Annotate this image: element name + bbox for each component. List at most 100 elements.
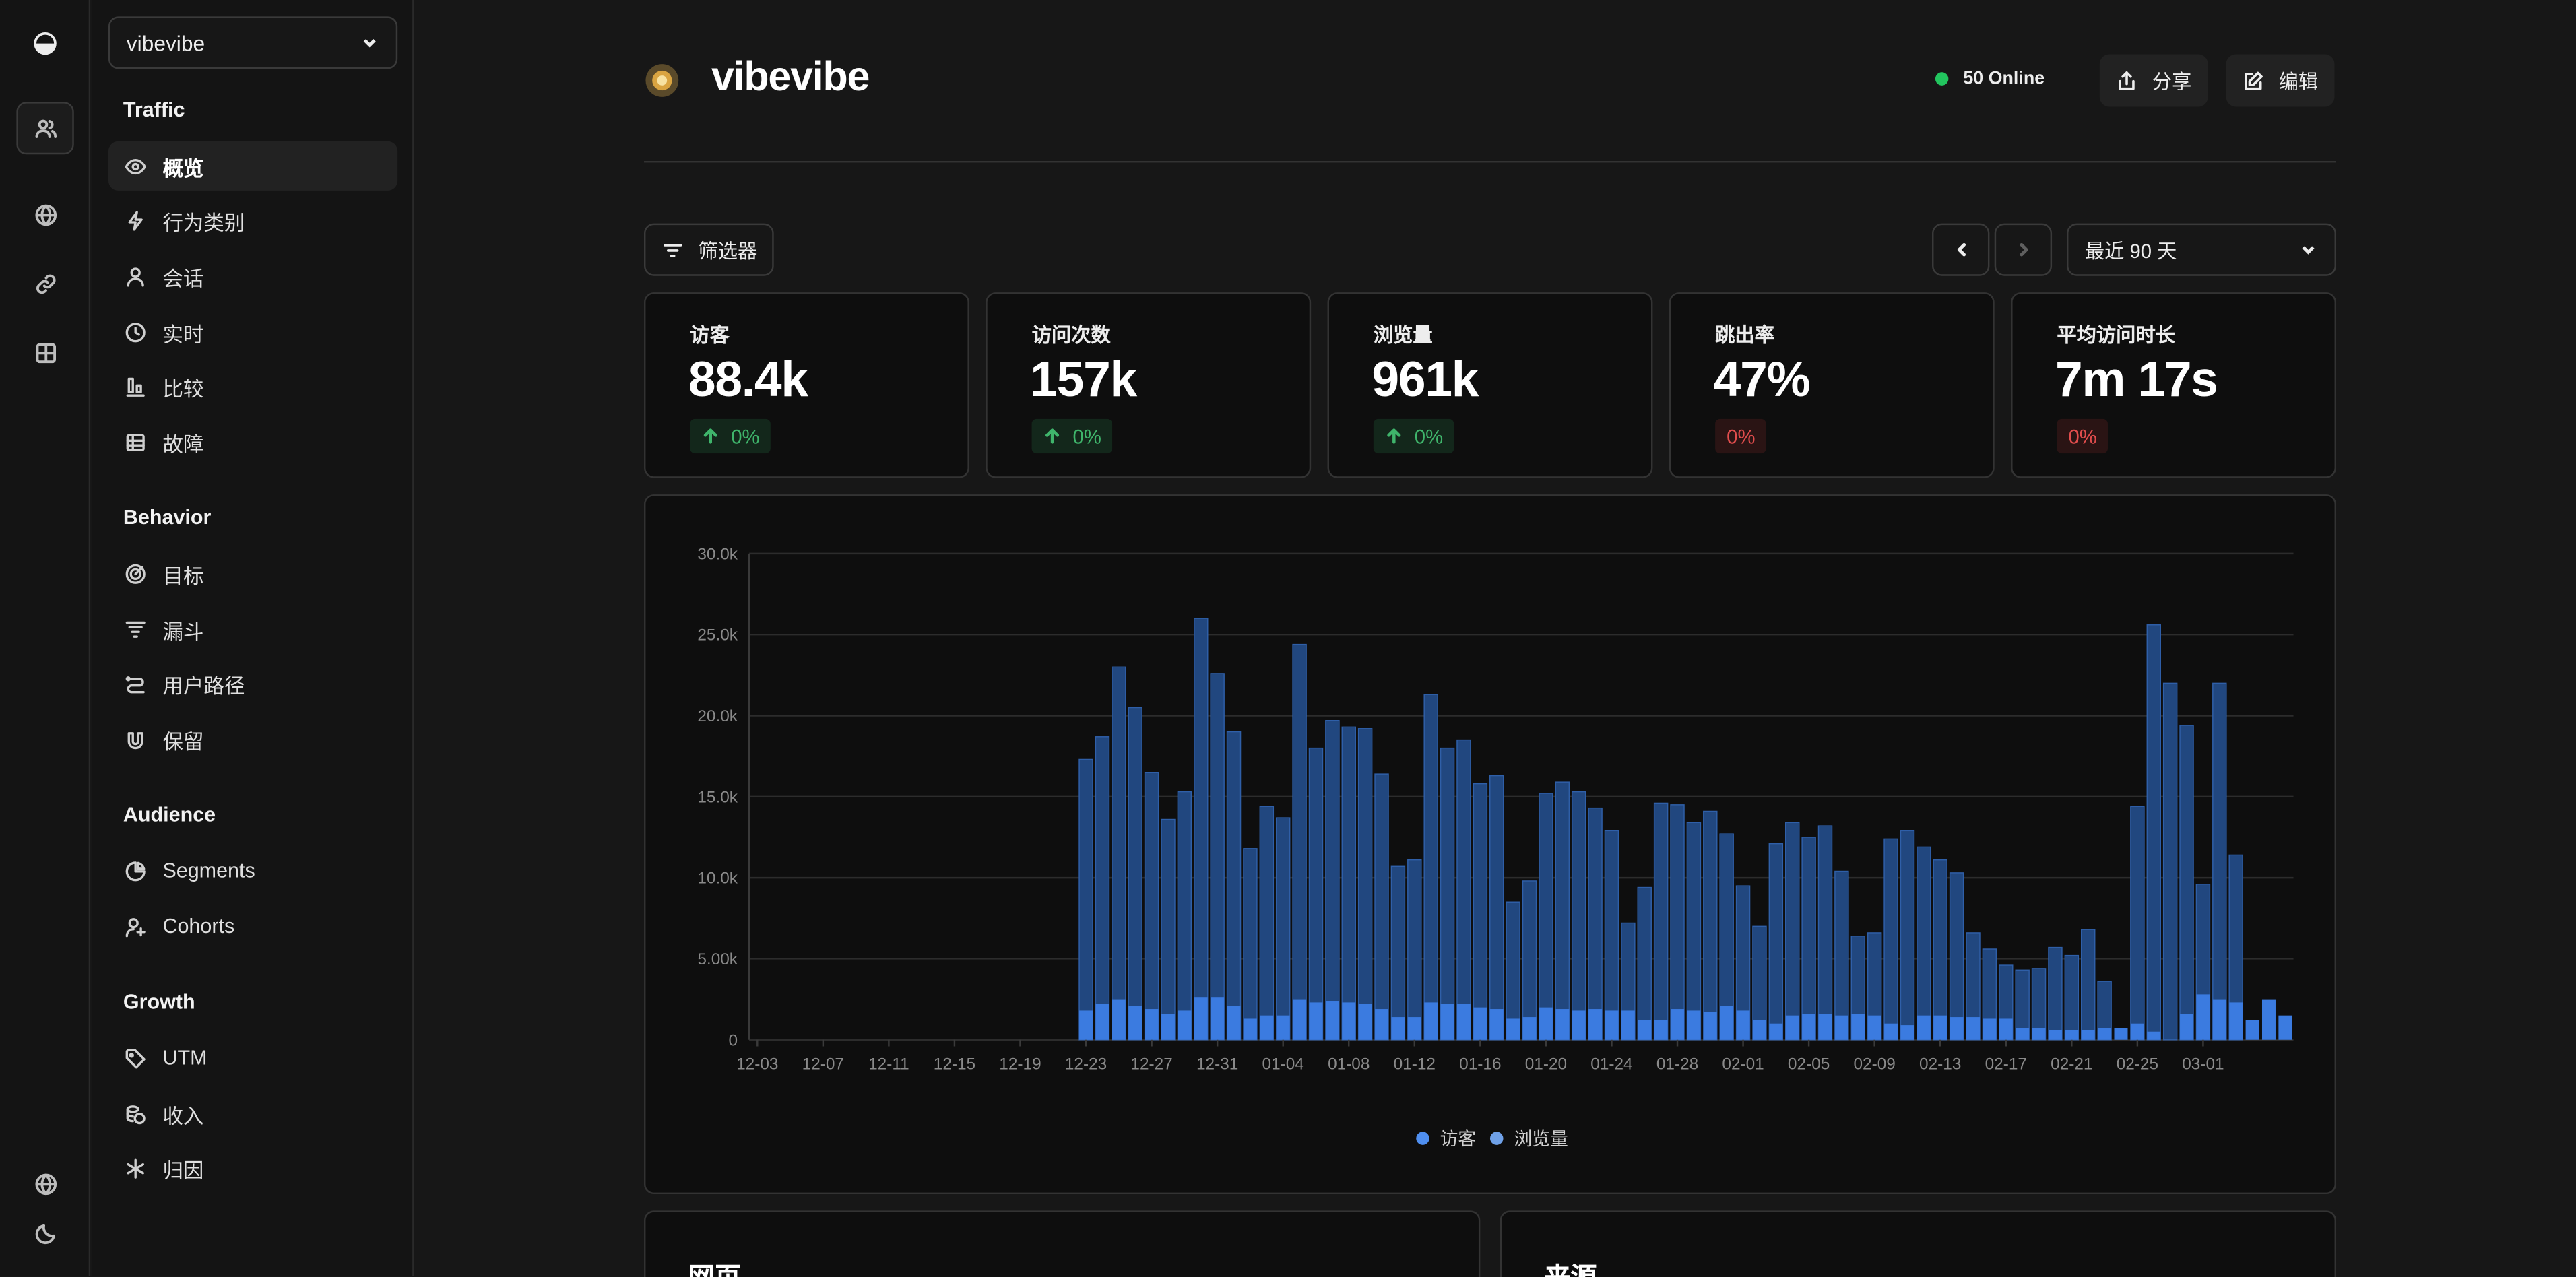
bar-pageviews	[1440, 747, 1455, 1041]
eye-icon	[125, 158, 146, 174]
bar-pageviews	[1686, 822, 1702, 1041]
sidebar-item-label: 收入	[162, 1105, 204, 1128]
theme-toggle-icon[interactable]	[16, 1208, 73, 1260]
sidebar-item-utm[interactable]: UTM	[108, 1033, 397, 1082]
x-tick-label: 12-31	[1196, 1055, 1238, 1074]
bar-pageviews	[1801, 837, 1816, 1041]
section-title-audience: Audience	[123, 803, 216, 826]
bar-pageviews	[1522, 880, 1537, 1041]
bar-visitors	[2229, 1002, 2243, 1040]
sidebar-item-sessions[interactable]: 会话	[108, 251, 397, 300]
date-range-select[interactable]: 最近 90 天	[2067, 223, 2336, 276]
stat-card-pageviews[interactable]: 浏览量 961k 0%	[1327, 292, 1653, 478]
bar-visitors	[1671, 1009, 1685, 1040]
stat-change: 0%	[1072, 424, 1101, 448]
x-tick-label: 12-19	[999, 1055, 1041, 1074]
bar-pageviews	[1292, 643, 1307, 1041]
x-tick-label: 02-01	[1722, 1055, 1764, 1074]
x-tick-label: 02-25	[2117, 1055, 2158, 1074]
bar-pageviews	[1555, 781, 1570, 1041]
bar-visitors	[2130, 1023, 2144, 1040]
bar-visitors	[1375, 1009, 1389, 1040]
globe-icon[interactable]	[16, 189, 73, 241]
share-button[interactable]: 分享	[2099, 54, 2208, 107]
sidebar-item-label: Segments	[162, 859, 255, 882]
bar-visitors	[1966, 1017, 1980, 1040]
logo-icon[interactable]	[16, 16, 73, 69]
bar-pageviews	[2130, 806, 2145, 1041]
sources-card-title: 来源	[1544, 1255, 1597, 1277]
bar-visitors	[2180, 1014, 2194, 1040]
bar-pageviews	[1210, 673, 1225, 1041]
bar-visitors	[1309, 1002, 1323, 1040]
stat-change: 0%	[1414, 424, 1444, 448]
traffic-chart[interactable]: 0 5.00k 10.0k 15.0k 20.0k 25.0k 30.0k 12-03 12-0…	[645, 496, 2338, 1121]
bar-visitors	[1342, 1002, 1356, 1040]
filter-button-label: 筛选器	[698, 238, 758, 262]
sidebar-item-events[interactable]: 行为类别	[108, 195, 397, 244]
stat-card-visit-duration[interactable]: 平均访问时长 7m 17s 0%	[2011, 292, 2336, 478]
sidebar-item-user-paths[interactable]: 用户路径	[108, 659, 397, 708]
bar-visitors	[1654, 1020, 1668, 1040]
site-selector[interactable]: vibevibe	[108, 16, 398, 69]
sidebar-item-retention[interactable]: 保留	[108, 715, 397, 764]
legend-item-pageviews[interactable]: 浏览量	[1489, 1125, 1568, 1152]
bar-pageviews	[1325, 719, 1340, 1041]
stat-card-bounce-rate[interactable]: 跳出率 47% 0%	[1669, 292, 1995, 478]
bar-visitors	[1884, 1023, 1898, 1040]
bar-visitors	[2016, 1028, 2030, 1040]
legend-item-visitors[interactable]: 访客	[1415, 1125, 1476, 1152]
bar-pageviews	[1539, 793, 1553, 1041]
section-title-growth: Growth	[123, 990, 195, 1014]
stat-value: 47%	[1713, 353, 1811, 407]
sidebar-item-breakdown[interactable]: 故障	[108, 417, 397, 466]
page-title: vibevibe	[711, 54, 870, 100]
bar-visitors	[1539, 1007, 1553, 1040]
y-tick-label: 15.0k	[697, 788, 738, 806]
bar-pageviews	[2064, 954, 2080, 1041]
prev-period-button[interactable]	[1932, 223, 1990, 276]
link-icon[interactable]	[16, 258, 73, 310]
route-icon	[125, 675, 145, 693]
legend-label: 访客	[1440, 1129, 1477, 1150]
x-tick-label: 03-01	[2182, 1055, 2224, 1074]
sidebar-item-goals[interactable]: 目标	[108, 549, 397, 598]
bar-pageviews	[1226, 731, 1242, 1041]
x-tick-label: 02-05	[1788, 1055, 1830, 1074]
sidebar-item-segments[interactable]: Segments	[108, 846, 397, 895]
sidebar-item-cohorts[interactable]: Cohorts	[108, 902, 397, 951]
stat-card-visits[interactable]: 访问次数 157k 0%	[986, 292, 1312, 478]
users-icon[interactable]	[16, 102, 74, 155]
stat-card-visitors[interactable]: 访客 88.4k 0%	[644, 292, 969, 478]
bar-pageviews	[1473, 783, 1488, 1041]
site-selector-label: vibevibe	[126, 30, 205, 55]
sidebar-item-label: 实时	[162, 323, 204, 346]
edit-button[interactable]: 编辑	[2226, 54, 2335, 107]
bar-visitors	[1079, 1010, 1093, 1040]
stat-label: 浏览量	[1373, 323, 1433, 347]
bar-pageviews	[1917, 846, 1931, 1041]
stat-change-badge: 0%	[1373, 418, 1455, 454]
stat-value: 961k	[1372, 353, 1479, 407]
scrollbar[interactable]	[2550, 0, 2576, 1276]
sidebar-item-attribution[interactable]: 归因	[108, 1143, 397, 1192]
next-period-button[interactable]	[1994, 223, 2053, 276]
bar-pageviews	[2162, 682, 2178, 1041]
sidebar-item-overview[interactable]: 概览	[108, 141, 398, 191]
sidebar-item-compare[interactable]: 比较	[108, 362, 397, 411]
bar-visitors	[1293, 999, 1307, 1040]
sidebar-item-label: 漏斗	[162, 620, 204, 643]
language-icon[interactable]	[16, 1158, 73, 1210]
sidebar-item-realtime[interactable]: 实时	[108, 307, 397, 356]
grid-icon[interactable]	[16, 327, 73, 379]
bar-visitors	[1933, 1015, 1947, 1040]
filter-button[interactable]: 筛选器	[644, 223, 774, 276]
bar-visitors	[1145, 1009, 1159, 1040]
section-title-traffic: Traffic	[123, 98, 185, 122]
sidebar-item-label: 行为类别	[162, 211, 245, 234]
bar-visitors	[1638, 1020, 1652, 1040]
sidebar-item-label: UTM	[162, 1046, 207, 1070]
sidebar-item-funnels[interactable]: 漏斗	[108, 604, 397, 653]
sidebar-item-revenue[interactable]: 收入	[108, 1089, 397, 1138]
bar-visitors	[1227, 1006, 1241, 1040]
